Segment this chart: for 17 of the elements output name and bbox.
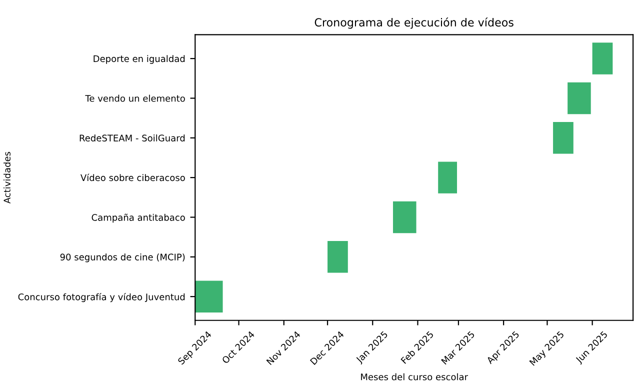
bar: [438, 162, 458, 194]
bar: [195, 280, 223, 312]
chart-title: Cronograma de ejecución de vídeos: [314, 18, 514, 29]
y-tick-label: 90 segundos de cine (MCIP): [60, 253, 185, 262]
bar: [568, 82, 591, 114]
y-axis-title: Actividades: [4, 152, 10, 204]
bar: [328, 241, 348, 273]
y-tick-label: Te vendo un elemento: [85, 94, 185, 102]
bar: [592, 42, 613, 74]
y-tick-label: Vídeo sobre ciberacoso: [80, 174, 185, 182]
bar: [553, 122, 574, 154]
y-tick-label: Concurso fotografía y vídeo Juventud: [18, 292, 185, 302]
x-axis-title: Meses del curso escolar: [361, 373, 468, 380]
bar: [392, 201, 416, 234]
y-tick-label: Deporte en igualdad: [94, 55, 185, 64]
y-tick-label: Campaña antitabaco: [92, 214, 185, 223]
y-tick-label: RedeSTEAM - SoilGuard: [80, 134, 185, 142]
